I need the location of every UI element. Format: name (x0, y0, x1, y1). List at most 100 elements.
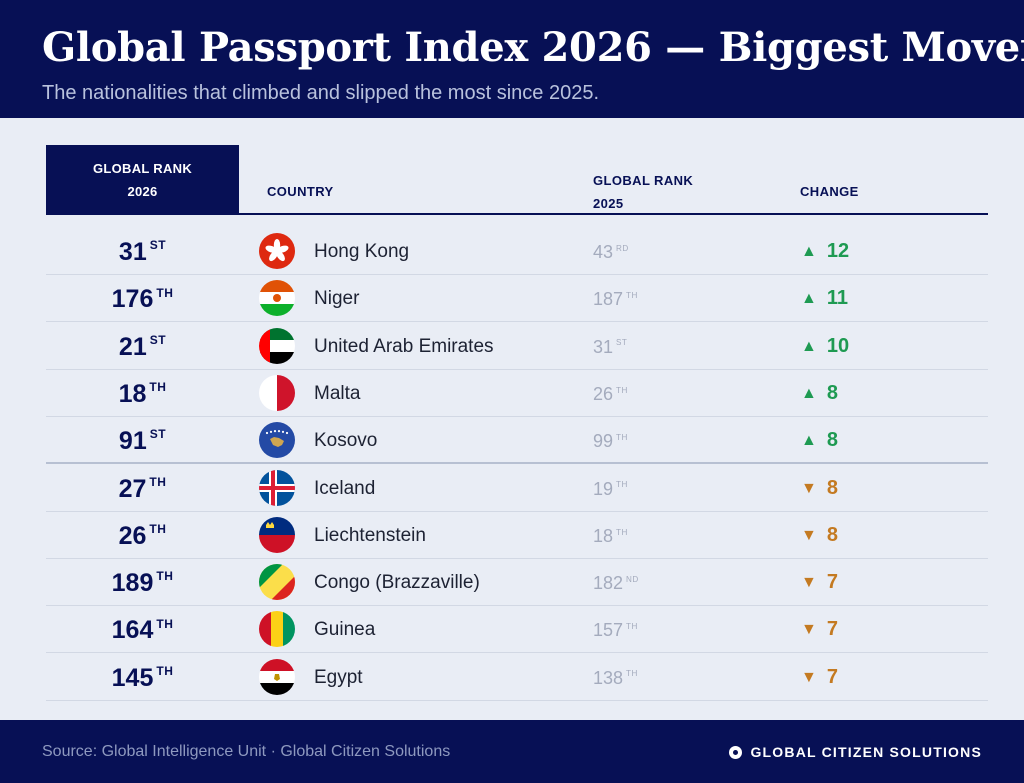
rank-change-value: 8 (826, 381, 838, 404)
rank-2025-value: 26 (593, 383, 614, 404)
rank-2025: 18 TH (593, 526, 628, 547)
country-name: Egypt (314, 666, 363, 688)
source-note: Source: Global Intelligence Unit · Globa… (42, 743, 451, 760)
rank-2025-value: 31 (593, 336, 614, 357)
rank-2026-value: 31 (118, 238, 147, 266)
rank-2025-value: 187 (593, 289, 624, 310)
rank-2026: 189 TH (46, 569, 239, 598)
country-name: United Arab Emirates (314, 335, 494, 357)
rank-2026-suffix: ST (149, 427, 167, 442)
table-row: 31 ST Hong Kong 43 RD ▲ 12 (46, 228, 988, 275)
header-divider (46, 213, 988, 215)
rank-change: ▼ 8 (801, 524, 838, 547)
guinea-flag-icon (259, 611, 295, 648)
rank-2025: 19 TH (593, 479, 628, 500)
rank-2026-value: 26 (118, 521, 147, 550)
rank-2026: 18 TH (46, 380, 239, 409)
egypt-flag-icon (259, 658, 295, 695)
rank-2026-suffix: TH (149, 474, 167, 489)
rank-change-value: 7 (826, 665, 838, 688)
rank-change-value: 10 (826, 334, 850, 357)
country-name: Congo (Brazzaville) (314, 572, 480, 594)
rank-change-value: 11 (826, 287, 848, 310)
column-header-change: CHANGE (800, 184, 859, 199)
rank-2025: 43 RD (593, 242, 629, 263)
footer-bar: Source: Global Intelligence Unit · Globa… (0, 720, 1024, 783)
rank-2026-suffix: TH (156, 616, 174, 631)
rank-2026-value: 145 (111, 663, 154, 692)
page-title: Global Passport Index 2026 — Biggest Mov… (42, 24, 1024, 71)
rank-change: ▼ 7 (801, 666, 838, 689)
uae-flag-icon (259, 327, 295, 364)
rank-2025: 187 TH (593, 289, 638, 310)
table-row: 91 ST Kosovo 99 TH ▲ 8 (46, 417, 988, 465)
triangle-up-icon: ▲ (801, 243, 817, 260)
rank-2026-value: 27 (118, 474, 147, 503)
rank-2026-value: 176 (111, 285, 154, 314)
table-row: 21 ST United Arab Emirates 31 ST ▲ 10 (46, 323, 988, 370)
rank-2025-value: 99 (593, 431, 614, 452)
rank-change: ▲ 8 (801, 429, 838, 452)
rank-2025-value: 18 (593, 525, 614, 546)
rank-2026-value: 91 (118, 427, 147, 456)
rank-2026-value: 164 (111, 616, 154, 645)
rank-2025: 157 TH (593, 620, 638, 641)
rank-2026: 27 TH (46, 475, 239, 504)
rank-change: ▲ 10 (801, 335, 849, 358)
rank-2025-suffix: ND (626, 574, 639, 584)
column-header-rank-2026: GLOBAL RANK 2026 (46, 145, 239, 215)
rank-change: ▲ 11 (801, 287, 848, 310)
table-row: 145 TH Egypt 138 TH ▼ 7 (46, 654, 988, 701)
rank-2025: 138 TH (593, 668, 638, 689)
rank-2025: 99 TH (593, 431, 628, 452)
rank-2026-suffix: ST (149, 332, 167, 347)
hong-kong-flag-icon (259, 233, 295, 269)
country-name: Hong Kong (314, 241, 410, 262)
rank-change: ▼ 7 (801, 618, 838, 641)
table-row: 26 TH Liechtenstein 18 TH ▼ 8 (46, 512, 988, 559)
rank-2025: 31 ST (593, 337, 627, 358)
column-header-rank-2025: GLOBAL RANK 2025 (593, 169, 693, 215)
triangle-down-icon: ▼ (801, 621, 817, 639)
country-name: Niger (314, 288, 360, 310)
rank-2026: 176 TH (46, 285, 239, 314)
rank-2025: 26 TH (593, 384, 628, 405)
triangle-up-icon: ▲ (801, 337, 817, 355)
rank-2025-suffix: TH (616, 480, 628, 490)
triangle-up-icon: ▲ (801, 290, 817, 308)
movers-table: GLOBAL RANK 2026 COUNTRY GLOBAL RANK 2025 … (46, 145, 988, 705)
rank-2026-value: 189 (111, 569, 154, 598)
triangle-up-icon: ▲ (801, 432, 817, 450)
rank-change-value: 8 (826, 429, 838, 452)
brand-icon (729, 746, 743, 759)
column-header-rank-2026-label: GLOBAL RANK 2026 (92, 161, 193, 199)
rank-2025-value: 182 (593, 573, 624, 594)
niger-flag-icon (259, 280, 295, 317)
rank-2025-suffix: ST (616, 338, 628, 348)
rank-2026-value: 21 (118, 332, 147, 361)
rank-2026: 145 TH (46, 664, 239, 693)
rank-change-value: 12 (826, 240, 850, 262)
rank-change-value: 8 (826, 523, 838, 546)
kosovo-flag-icon (259, 422, 295, 459)
malta-flag-icon (259, 374, 295, 411)
rank-2025-suffix: TH (616, 527, 628, 537)
triangle-up-icon: ▲ (801, 384, 817, 402)
rank-2026-suffix: TH (149, 380, 167, 395)
page-subtitle: The nationalities that climbed and slipp… (42, 82, 600, 104)
rank-2026-suffix: TH (156, 285, 174, 300)
triangle-down-icon: ▼ (801, 479, 817, 497)
rank-2025-value: 157 (593, 620, 624, 641)
column-header-country: COUNTRY (267, 184, 334, 199)
liechtenstein-flag-icon (259, 516, 295, 553)
rank-2026: 26 TH (46, 522, 239, 551)
rank-2026-suffix: TH (156, 569, 174, 584)
rank-2025-value: 19 (593, 478, 614, 499)
brand-name: GLOBAL CITIZEN SOLUTIONS (750, 744, 982, 760)
rank-change: ▼ 8 (801, 477, 838, 500)
rank-change-value: 7 (826, 571, 838, 594)
triangle-down-icon: ▼ (801, 574, 817, 592)
table-row: 164 TH Guinea 157 TH ▼ 7 (46, 606, 988, 654)
rank-2026-suffix: TH (149, 522, 167, 536)
rank-change-value: 8 (826, 476, 838, 499)
